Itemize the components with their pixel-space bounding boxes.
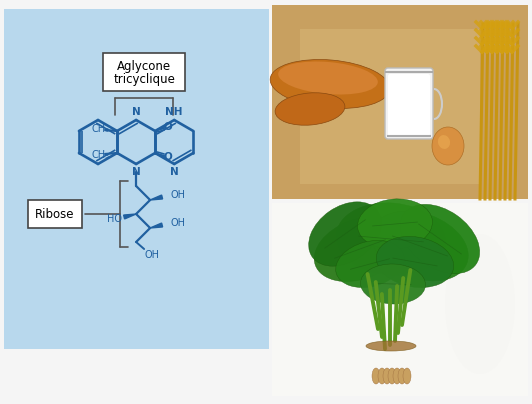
Ellipse shape [438, 135, 450, 149]
Text: tricyclique: tricyclique [113, 74, 175, 86]
Ellipse shape [361, 264, 426, 304]
Ellipse shape [432, 127, 464, 165]
Text: OH: OH [144, 250, 159, 260]
Text: NH: NH [165, 107, 183, 117]
Text: O: O [164, 122, 172, 132]
Ellipse shape [398, 368, 406, 384]
Ellipse shape [278, 61, 378, 95]
Text: N: N [170, 167, 179, 177]
Bar [300, 29, 480, 184]
Polygon shape [150, 195, 163, 200]
Ellipse shape [366, 341, 416, 351]
Ellipse shape [376, 236, 454, 288]
Ellipse shape [372, 211, 468, 281]
Polygon shape [123, 214, 136, 219]
Text: CH₃: CH₃ [91, 150, 109, 160]
Ellipse shape [445, 234, 515, 374]
Text: O: O [164, 152, 172, 162]
Ellipse shape [336, 240, 404, 288]
Bar [4, 9, 269, 349]
Bar [272, 5, 528, 199]
FancyBboxPatch shape [28, 200, 82, 228]
Ellipse shape [309, 202, 381, 266]
Text: HO: HO [107, 214, 122, 224]
FancyBboxPatch shape [103, 53, 185, 91]
Text: N: N [132, 167, 140, 177]
FancyBboxPatch shape [388, 74, 430, 136]
Ellipse shape [336, 203, 446, 275]
FancyBboxPatch shape [385, 68, 433, 139]
Ellipse shape [383, 368, 391, 384]
Ellipse shape [378, 368, 386, 384]
Text: CH₃: CH₃ [91, 124, 109, 134]
Ellipse shape [400, 204, 480, 274]
Text: OH: OH [170, 218, 185, 228]
Ellipse shape [393, 368, 401, 384]
Ellipse shape [275, 93, 345, 125]
Bar [272, 203, 528, 396]
Text: OH: OH [170, 190, 185, 200]
Ellipse shape [372, 368, 380, 384]
Ellipse shape [403, 368, 411, 384]
Text: Ribose: Ribose [35, 208, 75, 221]
Text: Aglycone: Aglycone [117, 60, 171, 73]
Polygon shape [150, 223, 163, 228]
Ellipse shape [314, 217, 406, 282]
Text: N: N [132, 107, 140, 117]
Ellipse shape [270, 59, 390, 108]
Ellipse shape [388, 368, 396, 384]
Ellipse shape [358, 199, 433, 249]
